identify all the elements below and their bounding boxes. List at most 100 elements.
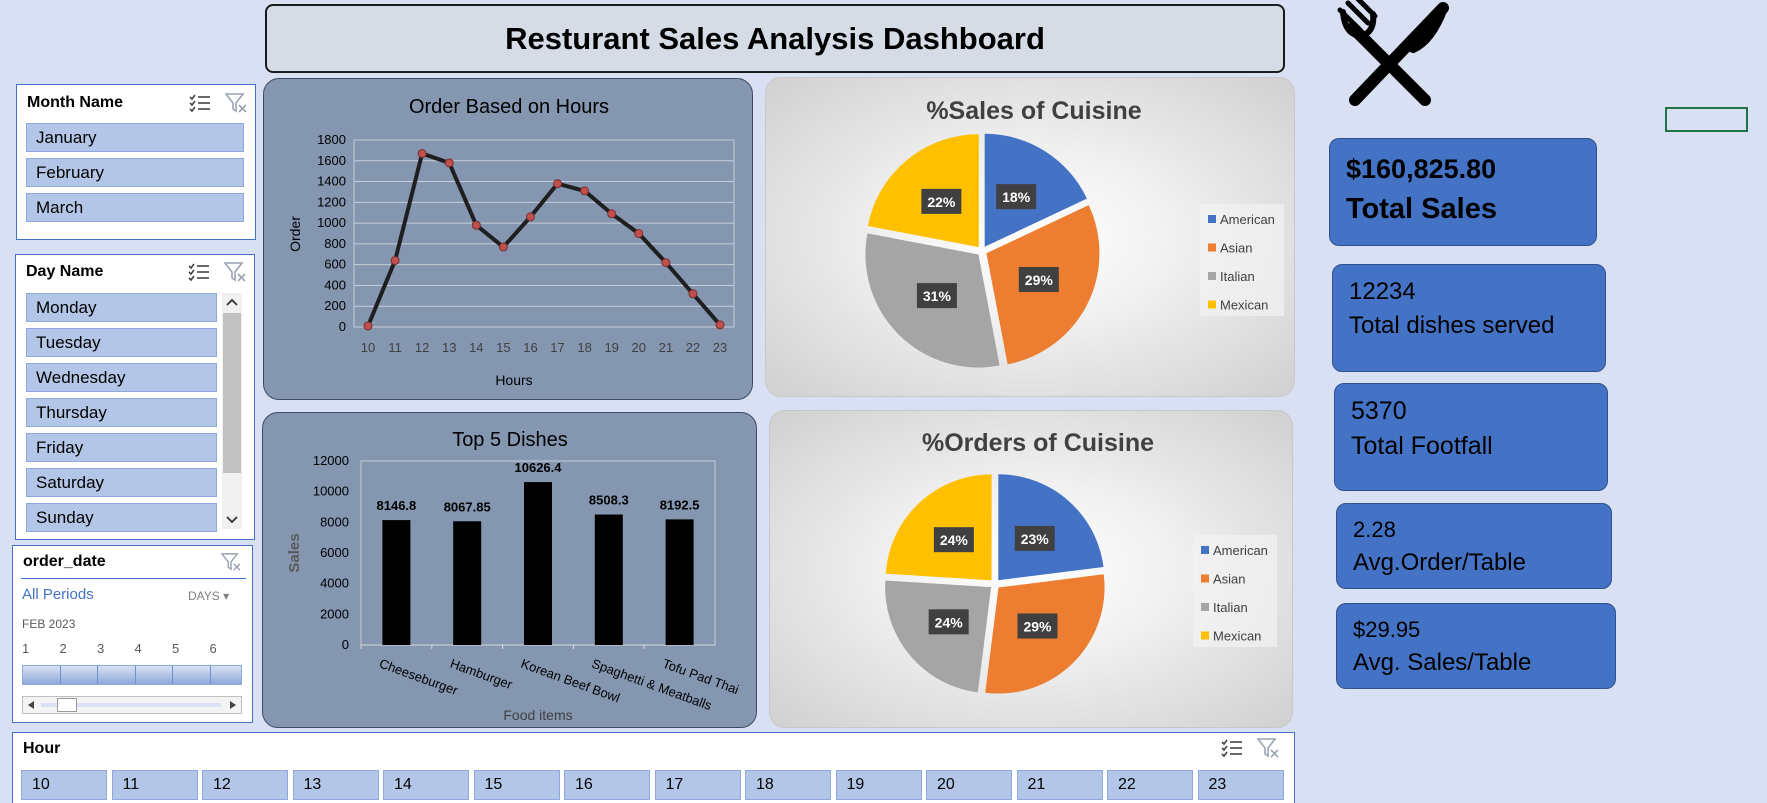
timeline-divider xyxy=(59,666,61,684)
chart-title: Order Based on Hours xyxy=(409,96,609,118)
y-axis-title: Order xyxy=(287,216,303,252)
kpi-card: $160,825.80 Total Sales xyxy=(1329,138,1597,246)
pie-label-bg xyxy=(1014,525,1055,551)
day-item[interactable]: Sunday xyxy=(26,503,217,532)
hour-item[interactable]: 21 xyxy=(1016,770,1103,800)
orders-cuisine-panel: 23% 29% 24% 24% American Asian Italian Mexican%… xyxy=(769,410,1293,728)
hour-item[interactable]: 18 xyxy=(745,770,831,800)
pie-label-bg xyxy=(1017,613,1058,639)
bar xyxy=(665,519,694,645)
x-tick-label: 19 xyxy=(604,340,618,355)
pie-label-bg xyxy=(996,184,1037,210)
scroll-thumb[interactable] xyxy=(223,313,241,473)
x-tick-label: 13 xyxy=(442,340,456,355)
month-item[interactable]: March xyxy=(26,193,244,222)
kpi-card: 5370 Total Footfall xyxy=(1334,383,1608,491)
day-slicer-scrollbar[interactable] xyxy=(222,293,242,529)
clear-filter-icon[interactable] xyxy=(1257,738,1279,758)
y-tick-label: 10000 xyxy=(313,484,349,499)
legend-swatch xyxy=(1201,603,1209,611)
hour-item[interactable]: 13 xyxy=(292,770,379,800)
pie-data-label: 31% xyxy=(923,288,952,304)
data-point xyxy=(580,186,590,196)
hour-item[interactable]: 15 xyxy=(473,770,560,800)
data-point xyxy=(390,256,400,266)
x-tick-label: 17 xyxy=(550,340,564,355)
timeline-scroll-thumb[interactable] xyxy=(57,698,77,712)
data-point xyxy=(471,220,481,230)
day-item[interactable]: Wednesday xyxy=(26,363,217,392)
pie-label-bg xyxy=(928,609,969,635)
top-dishes-chart: 0 2000 4000 6000 8000 10000 12000 8146.8 Cheeseb… xyxy=(286,429,741,723)
timeline-unit-select[interactable]: DAYS ▾ xyxy=(188,589,230,603)
chart-title: %Sales of Cuisine xyxy=(926,97,1141,125)
bar xyxy=(524,482,552,645)
clear-filter-icon[interactable] xyxy=(225,93,247,113)
chart-title: %Orders of Cuisine xyxy=(922,429,1154,457)
multi-select-icon[interactable] xyxy=(188,262,210,282)
clear-filter-icon[interactable] xyxy=(224,262,246,282)
orders-cuisine-chart: 23% 29% 24% 24% American Asian Italian Mexican%… xyxy=(885,429,1277,694)
x-tick-label: Spaghetti & Meatballs xyxy=(590,656,714,714)
day-item[interactable]: Thursday xyxy=(26,398,217,427)
chevron-right-icon[interactable] xyxy=(228,700,238,710)
bar xyxy=(594,514,623,645)
kpi-value: 2.28 xyxy=(1353,517,1396,542)
hour-item[interactable]: 19 xyxy=(835,770,922,800)
kpi-label: Total Sales xyxy=(1346,192,1497,225)
timeline-day-label: 1 xyxy=(22,641,30,656)
hour-item[interactable]: 12 xyxy=(202,770,288,800)
legend-swatch xyxy=(1208,300,1216,309)
y-tick-label: 1400 xyxy=(317,174,346,189)
y-tick-label: 1200 xyxy=(317,194,346,209)
data-point xyxy=(688,289,698,299)
day-item[interactable]: Saturday xyxy=(26,468,217,497)
hour-item[interactable]: 22 xyxy=(1107,770,1193,800)
chevron-left-icon[interactable] xyxy=(26,700,36,710)
data-point xyxy=(417,149,427,159)
sales-cuisine-panel: 18% 29% 31% 22% American Asian Italian Mexican%… xyxy=(765,77,1295,397)
selected-cell[interactable] xyxy=(1665,107,1748,132)
hour-item[interactable]: 14 xyxy=(383,770,469,800)
month-item[interactable]: February xyxy=(26,158,244,187)
timeline-day-label: 6 xyxy=(209,641,217,656)
multi-select-icon[interactable] xyxy=(189,93,211,113)
chevron-up-icon[interactable] xyxy=(226,297,238,307)
month-slicer-title: Month Name xyxy=(27,94,123,111)
day-item[interactable]: Tuesday xyxy=(26,328,217,357)
kpi-label: Total Footfall xyxy=(1351,432,1493,461)
legend-label: American xyxy=(1213,543,1268,558)
x-tick-label: 18 xyxy=(577,340,591,355)
pie-label-bg xyxy=(1018,266,1059,292)
hour-item[interactable]: 10 xyxy=(21,770,107,800)
pie-data-label: 24% xyxy=(940,532,969,548)
month-item[interactable]: January xyxy=(26,123,244,152)
y-axis-title: Sales xyxy=(286,533,303,572)
chevron-down-icon[interactable] xyxy=(226,515,238,525)
hour-item[interactable]: 11 xyxy=(111,770,198,800)
bar-data-label: 10626.4 xyxy=(515,460,563,475)
hour-item[interactable]: 17 xyxy=(654,770,741,800)
timeline-bar[interactable] xyxy=(22,665,242,685)
y-tick-label: 0 xyxy=(339,319,346,334)
day-item[interactable]: Friday xyxy=(26,433,217,462)
timeline-period[interactable]: All Periods xyxy=(22,586,94,603)
data-point xyxy=(634,229,644,238)
hour-item[interactable]: 20 xyxy=(926,770,1012,800)
pie-data-label: 18% xyxy=(1002,189,1031,205)
day-item[interactable]: Monday xyxy=(26,293,217,322)
legend-label: American xyxy=(1220,212,1275,227)
pie-data-label: 29% xyxy=(1023,619,1052,635)
multi-select-icon[interactable] xyxy=(1221,738,1243,758)
hour-item[interactable]: 16 xyxy=(564,770,650,800)
day-slicer-title: Day Name xyxy=(26,263,104,280)
y-tick-label: 12000 xyxy=(313,453,349,468)
series-line xyxy=(366,151,722,327)
hour-item[interactable]: 23 xyxy=(1197,770,1284,800)
timeline-scrollbar[interactable] xyxy=(22,696,242,714)
pie-data-label: 24% xyxy=(935,614,964,630)
legend-label: Italian xyxy=(1220,269,1255,284)
kpi-value: 5370 xyxy=(1351,397,1407,425)
timeline-divider xyxy=(134,666,136,684)
clear-filter-icon[interactable] xyxy=(221,553,241,571)
